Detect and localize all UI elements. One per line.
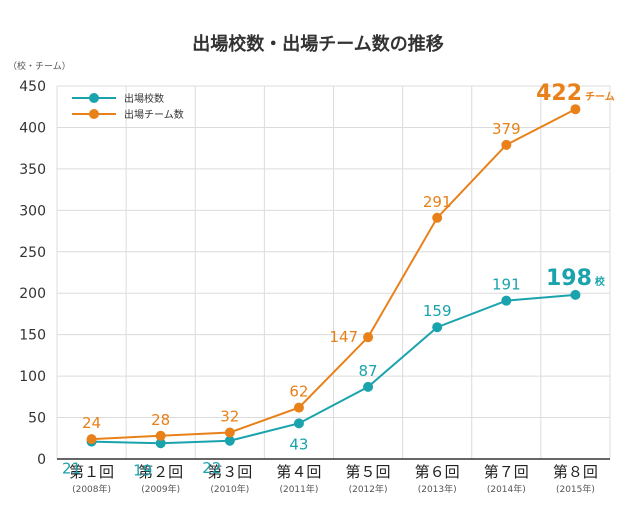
y-tick-label: 300 bbox=[19, 203, 46, 219]
chart-title: 出場校数・出場チーム数の推移 bbox=[192, 33, 443, 55]
series-layer bbox=[86, 104, 581, 449]
data-label-final: 422 チーム bbox=[536, 81, 615, 106]
data-label: 147 bbox=[329, 328, 358, 346]
y-tick-label: 350 bbox=[19, 162, 46, 178]
data-point bbox=[224, 435, 235, 446]
data-label: 32 bbox=[220, 407, 239, 425]
x-tick-year: (2015年) bbox=[556, 483, 595, 495]
legend-marker bbox=[89, 109, 99, 119]
grid bbox=[56, 85, 611, 459]
data-point bbox=[293, 418, 304, 429]
data-label: 379 bbox=[492, 120, 521, 138]
data-point bbox=[86, 434, 97, 445]
data-point bbox=[224, 427, 235, 438]
y-tick-label: 150 bbox=[19, 328, 46, 344]
series-line bbox=[91, 108, 576, 441]
x-tick-year: (2011年) bbox=[279, 483, 318, 495]
x-tick-label: 第２回 bbox=[138, 463, 183, 481]
data-label: 87 bbox=[359, 362, 378, 380]
data-label: 43 bbox=[289, 435, 308, 453]
data-label: 62 bbox=[289, 383, 308, 401]
x-tick-year: (2009年) bbox=[141, 483, 180, 495]
data-label: 19 bbox=[133, 461, 152, 479]
y-tick-label: 100 bbox=[19, 369, 46, 385]
data-point bbox=[501, 139, 512, 150]
data-point bbox=[363, 332, 374, 343]
x-tick-label: 第６回 bbox=[415, 463, 460, 481]
data-label: 24 bbox=[82, 414, 101, 432]
legend-label: 出場チーム数 bbox=[124, 108, 184, 121]
y-tick-label: 200 bbox=[19, 286, 46, 302]
x-tick-year: (2014年) bbox=[487, 483, 526, 495]
data-label: 191 bbox=[492, 276, 521, 294]
x-tick-label: 第７回 bbox=[484, 463, 529, 481]
data-label: 159 bbox=[423, 302, 452, 320]
data-label: 22 bbox=[202, 459, 221, 477]
data-label-final: 198 校 bbox=[546, 266, 606, 291]
y-tick-label: 250 bbox=[19, 245, 46, 261]
data-point bbox=[363, 381, 374, 392]
legend-marker bbox=[89, 93, 99, 103]
data-point bbox=[155, 430, 166, 441]
data-point bbox=[501, 295, 512, 306]
x-tick-label: 第８回 bbox=[553, 463, 598, 481]
axes: 0 50 100 150 200 250 300 350 400 450 第１回 (2008年) 第２回… bbox=[19, 79, 610, 495]
data-labels: 21 19 22 43 87 159 191 198 校 24 28 32 62 147 291 379 422… bbox=[62, 81, 615, 479]
y-tick-label: 400 bbox=[19, 120, 46, 136]
legend-label: 出場校数 bbox=[124, 92, 164, 105]
y-tick-label: 450 bbox=[19, 79, 46, 95]
data-point bbox=[432, 212, 443, 223]
x-tick-year: (2010年) bbox=[210, 483, 249, 495]
y-tick-label: 0 bbox=[37, 452, 46, 468]
x-tick-year: (2012年) bbox=[349, 483, 388, 495]
data-point bbox=[432, 322, 443, 333]
data-label: 21 bbox=[62, 460, 81, 478]
x-tick-label: 第３回 bbox=[207, 463, 252, 481]
data-label: 291 bbox=[423, 193, 452, 211]
final-value: 198 bbox=[546, 266, 592, 291]
data-point bbox=[293, 402, 304, 413]
data-point bbox=[155, 438, 166, 449]
final-unit: 校 bbox=[595, 275, 606, 288]
final-unit: チーム bbox=[585, 91, 615, 103]
final-value: 422 bbox=[536, 81, 582, 106]
data-label: 28 bbox=[151, 411, 170, 429]
x-tick-year: (2008年) bbox=[72, 483, 111, 495]
y-axis-unit: （校・チーム） bbox=[8, 60, 71, 72]
data-point bbox=[570, 289, 581, 300]
x-tick-label: 第１回 bbox=[69, 463, 114, 481]
x-tick-label: 第４回 bbox=[276, 463, 321, 481]
data-point bbox=[570, 104, 581, 115]
x-tick-label: 第５回 bbox=[346, 463, 391, 481]
series-line bbox=[91, 293, 576, 445]
y-tick-label: 50 bbox=[28, 411, 46, 427]
x-tick-year: (2013年) bbox=[418, 483, 457, 495]
